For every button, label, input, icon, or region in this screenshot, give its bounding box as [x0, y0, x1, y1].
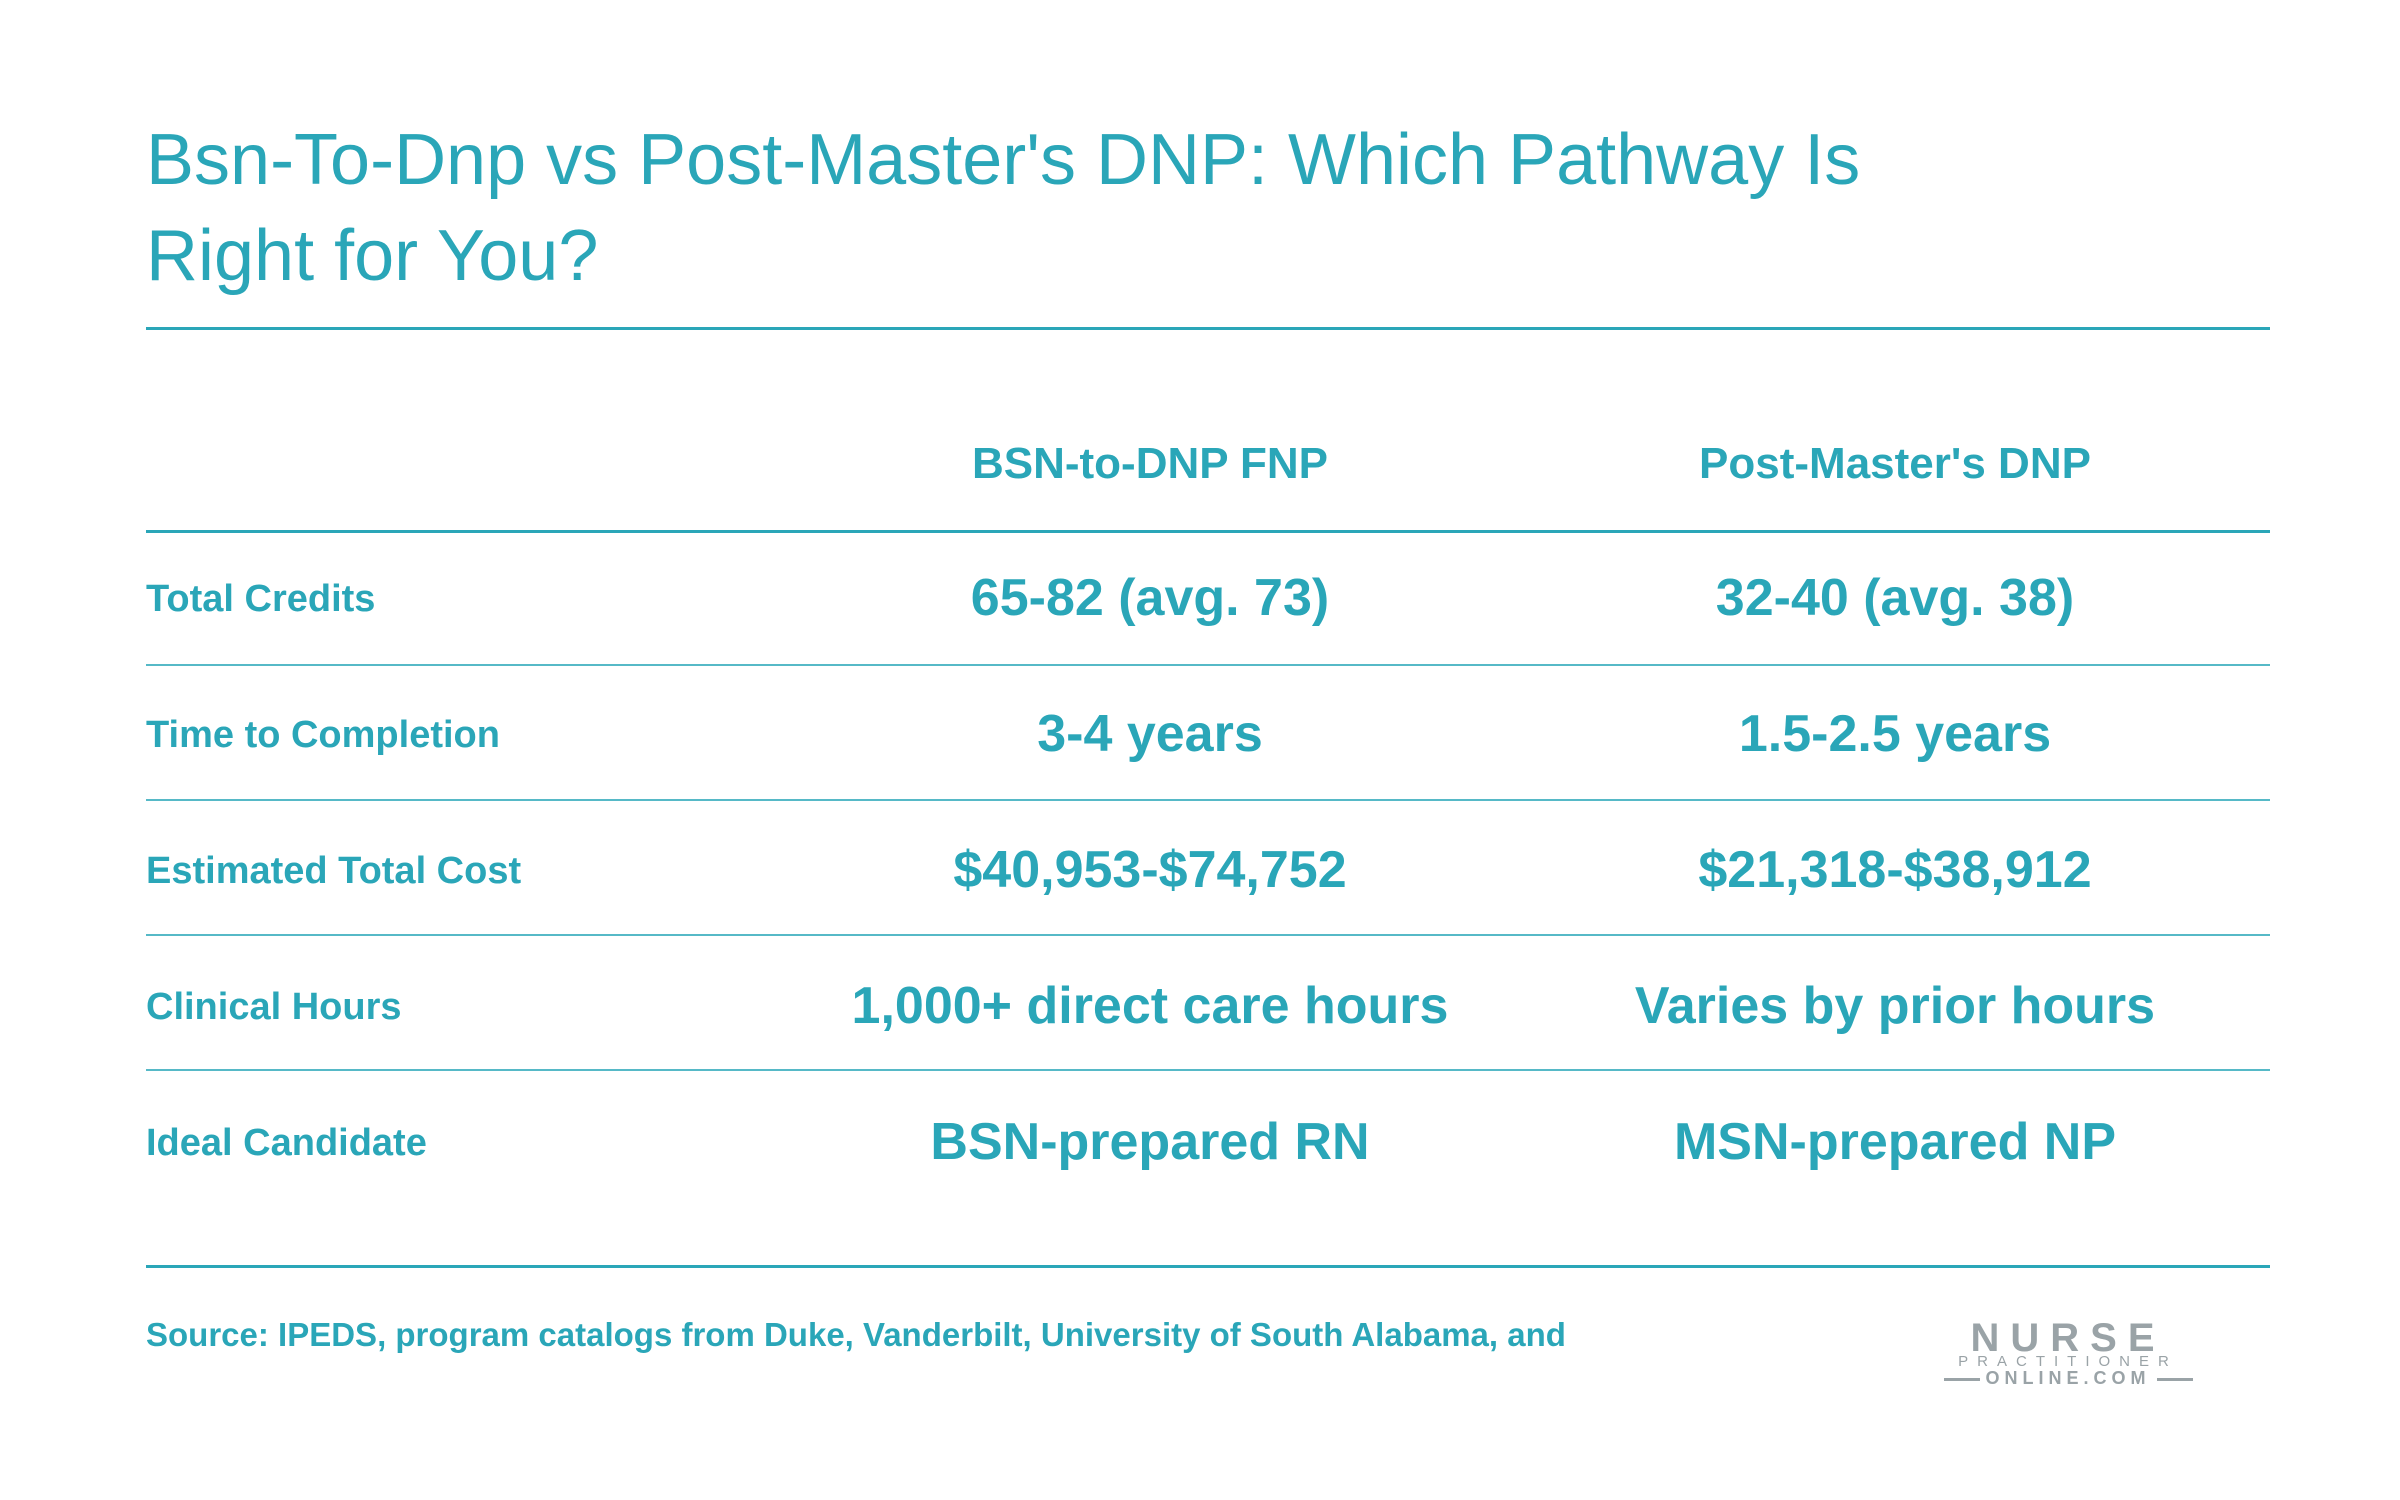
row-label: Ideal Candidate: [146, 1122, 427, 1164]
title-divider: [146, 327, 2270, 330]
row-label: Estimated Total Cost: [146, 850, 522, 892]
logo-line-practitioner: PRACTITIONER: [1958, 1353, 2178, 1370]
row-divider: [146, 934, 2270, 936]
table-cell: 1,000+ direct care hours: [851, 977, 1449, 1035]
row-label: Time to Completion: [146, 714, 500, 756]
nurse-practitioner-online-logo: NURSE PRACTITIONER ONLINE.COM: [1918, 1316, 2218, 1388]
table-cell: 32-40 (avg. 38): [1715, 569, 2075, 627]
row-divider: [146, 1069, 2270, 1071]
table-cell: 65-82 (avg. 73): [970, 569, 1330, 627]
page-title: Bsn-To-Dnp vs Post-Master's DNP: Which P…: [146, 120, 1861, 296]
footer-divider: [146, 1265, 2270, 1268]
column-header-post-masters: Post-Master's DNP: [1699, 439, 2091, 488]
logo-line-nurse: NURSE: [1970, 1316, 2166, 1360]
table-cell: BSN-prepared RN: [930, 1113, 1370, 1171]
table-cell: Varies by prior hours: [1634, 977, 2156, 1035]
table-cell: 3-4 years: [1037, 705, 1263, 763]
table-cell: $40,953-$74,752: [953, 841, 1347, 899]
logo-line-online: ONLINE.COM: [1918, 1368, 2218, 1388]
logo-line-online-text: ONLINE.COM: [1985, 1368, 2151, 1388]
table-cell: $21,318-$38,912: [1698, 841, 2092, 899]
row-label: Total Credits: [146, 578, 376, 620]
row-label: Clinical Hours: [146, 986, 402, 1028]
column-header-bsn-to-dnp: BSN-to-DNP FNP: [971, 439, 1329, 488]
table-cell: MSN-prepared NP: [1673, 1113, 2117, 1171]
row-divider: [146, 799, 2270, 801]
table-cell: 1.5-2.5 years: [1738, 705, 2052, 763]
source-note: Source: IPEDS, program catalogs from Duk…: [146, 1316, 1566, 1353]
header-divider: [146, 530, 2270, 533]
row-divider: [146, 664, 2270, 666]
